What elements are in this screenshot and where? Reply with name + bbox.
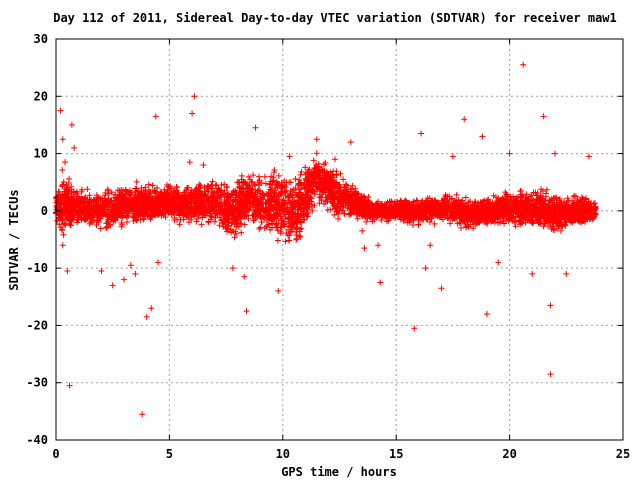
data-point bbox=[297, 171, 304, 178]
data-point bbox=[335, 215, 342, 222]
data-point bbox=[532, 189, 539, 196]
data-point bbox=[228, 220, 235, 227]
data-point bbox=[347, 186, 354, 193]
data-point bbox=[255, 187, 262, 194]
data-point bbox=[465, 199, 472, 206]
data-point bbox=[68, 183, 75, 190]
data-point bbox=[331, 212, 338, 219]
data-point bbox=[124, 219, 131, 226]
data-point bbox=[211, 218, 218, 225]
data-point bbox=[302, 164, 309, 171]
data-point bbox=[517, 193, 524, 200]
data-point bbox=[173, 184, 180, 191]
data-point bbox=[410, 222, 417, 229]
data-point bbox=[253, 198, 260, 205]
data-point bbox=[310, 157, 317, 164]
data-point bbox=[261, 173, 268, 180]
data-point bbox=[528, 192, 535, 199]
data-point bbox=[255, 181, 262, 188]
data-point bbox=[237, 220, 244, 227]
data-point bbox=[275, 172, 282, 179]
data-point bbox=[224, 228, 231, 235]
data-point bbox=[256, 225, 263, 232]
data-point bbox=[561, 198, 568, 205]
data-point bbox=[102, 192, 109, 199]
data-point bbox=[107, 222, 114, 229]
data-point bbox=[161, 186, 168, 193]
data-point bbox=[349, 182, 356, 189]
data-point bbox=[266, 181, 273, 188]
data-point bbox=[176, 221, 183, 228]
data-point bbox=[131, 191, 138, 198]
data-point bbox=[198, 221, 205, 228]
data-point bbox=[213, 181, 220, 188]
data-point bbox=[250, 172, 257, 179]
data-point bbox=[205, 188, 212, 195]
data-point bbox=[86, 192, 93, 199]
data-point bbox=[322, 159, 329, 166]
data-points bbox=[53, 61, 599, 418]
data-point bbox=[539, 188, 546, 195]
data-point bbox=[118, 221, 125, 228]
chart-title: Day 112 of 2011, Sidereal Day-to-day VTE… bbox=[53, 11, 617, 25]
data-point bbox=[454, 220, 461, 227]
data-point bbox=[221, 181, 228, 188]
data-point bbox=[238, 172, 245, 179]
data-point bbox=[225, 225, 232, 232]
data-point bbox=[354, 215, 361, 222]
data-point bbox=[268, 173, 275, 180]
data-point bbox=[97, 225, 104, 232]
data-point bbox=[309, 207, 316, 214]
data-point bbox=[297, 234, 304, 241]
data-point bbox=[235, 223, 242, 230]
data-point bbox=[108, 189, 115, 196]
data-point bbox=[293, 228, 300, 235]
grid-lines bbox=[56, 39, 623, 440]
data-point bbox=[512, 223, 519, 230]
data-point bbox=[402, 197, 409, 204]
data-point bbox=[54, 217, 61, 224]
data-point bbox=[199, 214, 206, 221]
